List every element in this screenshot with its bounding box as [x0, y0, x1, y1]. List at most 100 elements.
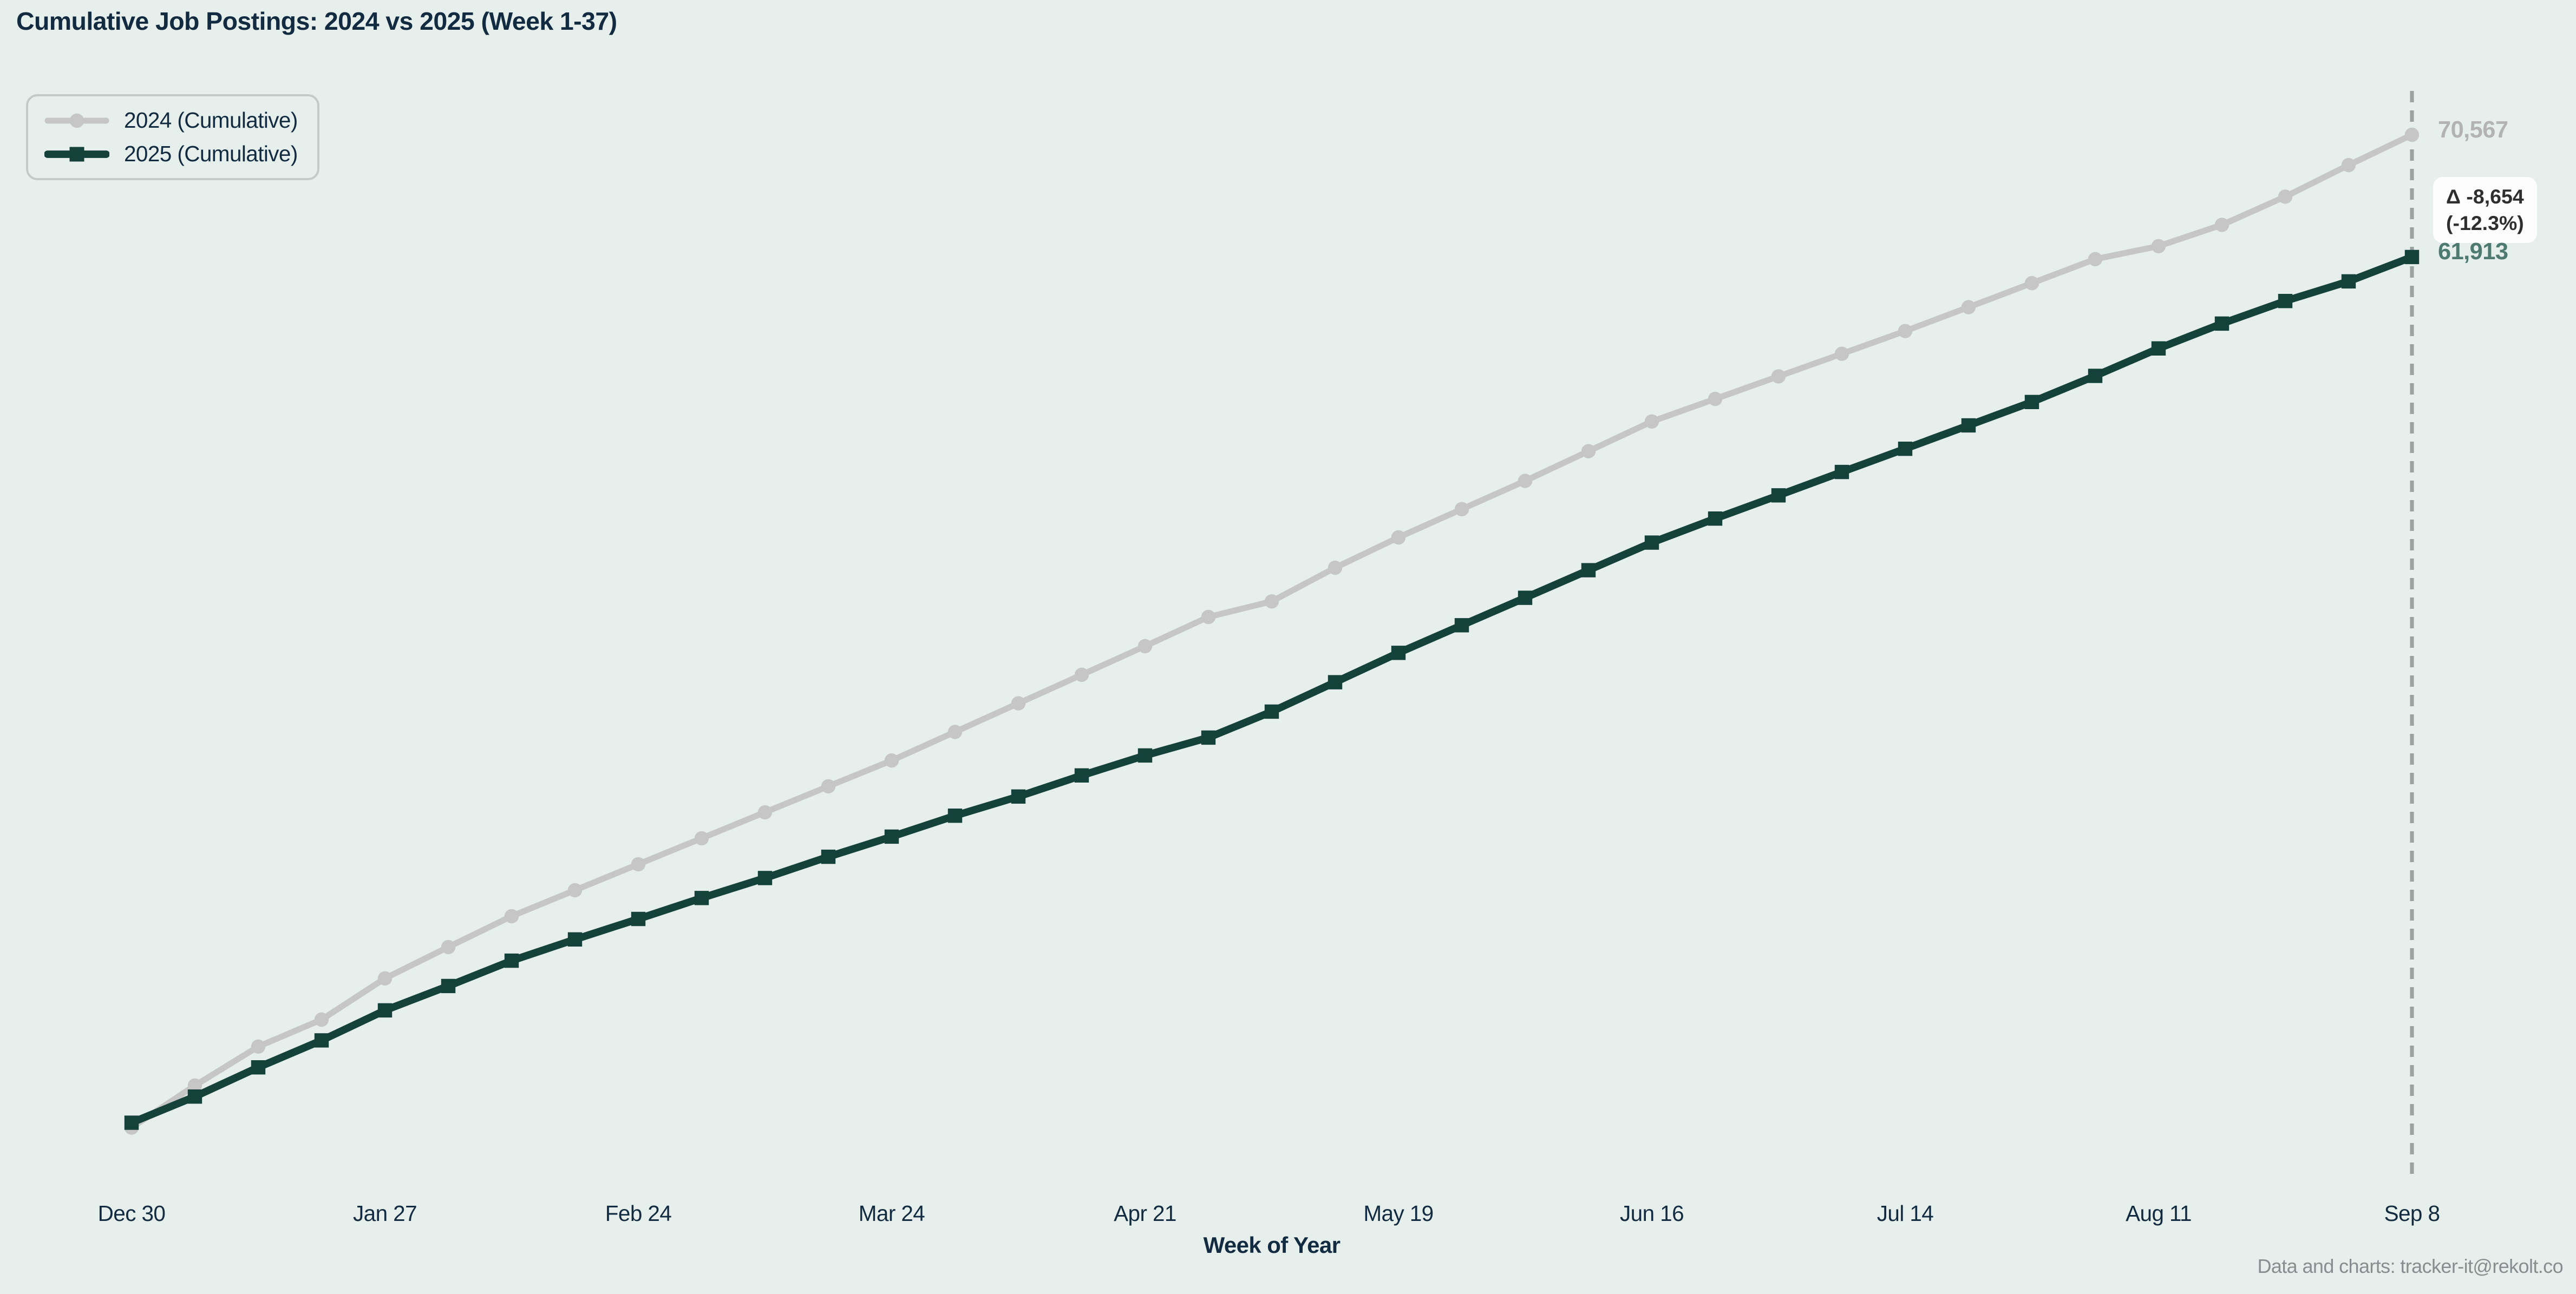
series-line-2025	[128, 253, 2416, 1127]
data-point-marker-2024	[1644, 414, 1659, 429]
x-tick-label: Sep 8	[2384, 1201, 2440, 1226]
data-point-marker-2024	[1074, 667, 1089, 682]
data-point-marker-2024	[1834, 346, 1849, 361]
data-point-marker-2025	[2088, 369, 2103, 383]
data-point-marker-2024	[567, 883, 583, 898]
data-point-marker-2025	[124, 1115, 139, 1130]
data-point-marker-2024	[1264, 594, 1279, 609]
data-point-marker-2025	[1074, 768, 1089, 783]
data-point-marker-2024	[631, 857, 646, 872]
data-point-marker-2025	[1708, 511, 1723, 526]
data-point-marker-2024	[694, 831, 709, 846]
data-point-marker-2025	[2341, 274, 2356, 289]
data-point-marker-2025	[1328, 675, 1343, 689]
delta-absolute: Δ -8,654	[2446, 185, 2524, 208]
x-tick-label: Mar 24	[859, 1201, 925, 1226]
data-point-marker-2024	[1961, 300, 1976, 314]
data-point-marker-2024	[377, 971, 393, 986]
x-tick-label: Dec 30	[98, 1201, 166, 1226]
delta-annotation: Δ -8,654 (-12.3%)	[2433, 177, 2537, 243]
data-point-marker-2025	[567, 932, 583, 947]
data-point-marker-2025	[1961, 418, 1976, 433]
footer-credit: Data and charts: tracker-it@rekolt.co	[2257, 1255, 2563, 1277]
data-point-marker-2025	[441, 978, 456, 994]
x-tick-label: Apr 21	[1114, 1201, 1176, 1226]
data-point-marker-2025	[1137, 748, 1153, 763]
data-point-marker-2024	[821, 779, 836, 794]
data-point-marker-2024	[947, 725, 963, 739]
data-point-marker-2024	[441, 940, 456, 955]
legend: 2024 (Cumulative) 2025 (Cumulative)	[26, 94, 319, 180]
data-point-marker-2025	[1771, 488, 1786, 503]
legend-label-2025: 2025 (Cumulative)	[124, 141, 298, 166]
data-point-marker-2024	[2214, 218, 2230, 232]
legend-item-2024: 2024 (Cumulative)	[44, 108, 298, 133]
data-point-marker-2025	[377, 1003, 393, 1018]
delta-percent: (-12.3%)	[2446, 211, 2524, 234]
data-point-marker-2025	[757, 871, 773, 885]
data-point-marker-2025	[2404, 249, 2420, 265]
legend-item-2025: 2025 (Cumulative)	[44, 141, 298, 167]
data-point-marker-2024	[2151, 239, 2166, 253]
data-point-marker-2025	[1518, 590, 1533, 605]
data-point-marker-2024	[2278, 189, 2293, 204]
data-point-marker-2025	[1264, 704, 1279, 719]
data-point-marker-2025	[251, 1060, 266, 1075]
legend-sample-2025-line-icon	[44, 147, 109, 161]
data-point-marker-2025	[821, 849, 836, 864]
data-point-marker-2024	[1011, 696, 1026, 711]
data-point-marker-2024	[1454, 502, 1469, 516]
data-point-marker-2024	[884, 753, 899, 768]
data-point-marker-2024	[1137, 639, 1153, 654]
data-point-marker-2025	[2278, 294, 2293, 308]
data-point-marker-2025	[1011, 789, 1026, 804]
data-point-marker-2025	[1581, 563, 1596, 577]
data-point-marker-2025	[1201, 730, 1216, 745]
data-point-marker-2025	[884, 829, 899, 844]
end-value-2024: 70,567	[2438, 117, 2508, 143]
legend-sample-2024-line-icon	[44, 113, 109, 128]
x-tick-label: May 19	[1363, 1201, 1433, 1226]
data-point-marker-2025	[1391, 646, 1406, 660]
data-point-marker-2024	[1328, 560, 1343, 575]
data-point-marker-2024	[1708, 391, 1723, 406]
data-point-marker-2025	[2024, 395, 2039, 409]
data-point-marker-2024	[1391, 530, 1406, 545]
legend-label-2024: 2024 (Cumulative)	[124, 108, 298, 133]
x-axis-title: Week of Year	[1203, 1232, 1341, 1258]
end-value-2025: 61,913	[2438, 239, 2508, 265]
data-point-marker-2025	[694, 891, 709, 905]
data-point-marker-2025	[504, 953, 519, 968]
data-point-marker-2024	[2088, 252, 2103, 266]
data-point-marker-2025	[1898, 442, 1913, 456]
data-point-marker-2024	[1898, 324, 1913, 338]
data-point-marker-2025	[187, 1089, 202, 1104]
x-tick-label: Feb 24	[605, 1201, 672, 1226]
data-point-marker-2024	[1201, 609, 1216, 625]
data-point-marker-2024	[1581, 444, 1596, 458]
data-point-marker-2025	[1454, 618, 1469, 633]
data-point-marker-2025	[314, 1033, 329, 1048]
x-tick-label: Aug 11	[2126, 1201, 2192, 1226]
x-tick-label: Jul 14	[1877, 1201, 1934, 1226]
data-point-marker-2025	[2151, 341, 2166, 356]
data-point-marker-2025	[947, 809, 963, 823]
data-point-marker-2024	[2024, 276, 2039, 291]
data-point-marker-2025	[631, 911, 646, 927]
data-point-marker-2024	[2404, 127, 2420, 142]
data-point-marker-2024	[187, 1078, 202, 1093]
data-point-marker-2024	[504, 909, 519, 924]
data-point-marker-2025	[1834, 464, 1849, 479]
data-point-marker-2024	[251, 1039, 266, 1054]
data-point-marker-2025	[2214, 316, 2230, 331]
data-point-marker-2025	[1644, 535, 1659, 550]
data-point-marker-2024	[757, 805, 773, 820]
data-point-marker-2024	[1518, 474, 1533, 488]
x-tick-label: Jun 16	[1620, 1201, 1684, 1226]
data-point-marker-2024	[2341, 157, 2356, 173]
x-tick-label: Jan 27	[353, 1201, 417, 1226]
data-point-marker-2024	[1771, 369, 1786, 384]
chart-title: Cumulative Job Postings: 2024 vs 2025 (W…	[16, 7, 617, 35]
